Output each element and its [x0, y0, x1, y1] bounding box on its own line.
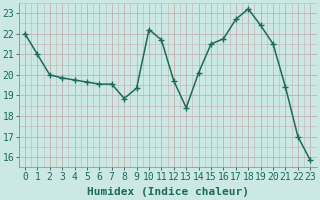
X-axis label: Humidex (Indice chaleur): Humidex (Indice chaleur) [87, 187, 249, 197]
